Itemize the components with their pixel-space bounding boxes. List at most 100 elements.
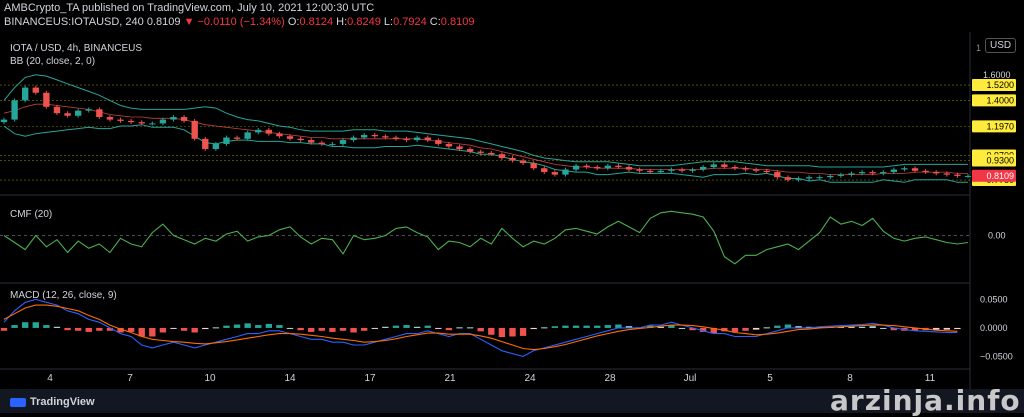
macd-histogram-bar xyxy=(0,327,8,331)
candle-body xyxy=(149,123,156,125)
candle-body xyxy=(32,87,39,93)
change-value: ▼ −0.0110 (−1.34%) xyxy=(183,16,285,28)
candle-body xyxy=(445,143,453,147)
brand-text: TradingView xyxy=(30,396,95,408)
candle-body xyxy=(805,177,813,179)
high-value: 0.8249 xyxy=(347,16,381,28)
candle-body xyxy=(699,166,707,170)
macd-histogram-bar xyxy=(572,325,580,328)
macd-histogram-bar xyxy=(382,326,389,328)
candle-body xyxy=(286,136,294,139)
macd-histogram-bar xyxy=(551,326,559,328)
bollinger-bands xyxy=(3,74,968,183)
level-tag-label: 1.5200 xyxy=(986,80,1014,90)
time-tick-label: 10 xyxy=(204,373,216,384)
macd-histogram-bar xyxy=(848,326,855,328)
candle-body xyxy=(308,140,315,143)
macd-histogram-bar xyxy=(530,327,537,330)
macd-histogram-bar xyxy=(689,327,696,331)
candle-body xyxy=(180,117,188,121)
macd-histogram-bar xyxy=(954,327,961,330)
macd-histogram-bar xyxy=(85,327,92,332)
candle-body xyxy=(339,140,347,144)
macd-tick-label: −0.0500 xyxy=(980,351,1013,361)
price-axis: 1.60001.52001.40001.19700.97000.93000.77… xyxy=(972,70,1016,361)
macd-histogram-bar xyxy=(742,327,749,331)
cmf-tick-label: 0.00 xyxy=(988,230,1006,240)
macd-histogram-bar xyxy=(286,327,294,329)
candle-body xyxy=(106,117,114,120)
candle-body xyxy=(911,168,919,171)
macd-histogram-bar xyxy=(594,325,601,328)
bb-lower-line xyxy=(3,124,968,183)
candle-body xyxy=(784,177,792,180)
currency-button[interactable]: USD xyxy=(985,38,1017,53)
macd-histogram-bar xyxy=(699,327,707,332)
macd-histogram-bar xyxy=(763,327,770,329)
candle-body xyxy=(594,166,601,169)
macd-histogram-bar xyxy=(488,327,495,335)
candle-body xyxy=(816,177,823,179)
bb-pane-label[interactable]: BB (20, close, 2, 0) xyxy=(10,56,96,67)
candle-body xyxy=(710,164,717,167)
candle-body xyxy=(880,172,887,174)
candle-body xyxy=(668,169,675,171)
time-tick-label: 7 xyxy=(127,373,133,384)
open-label: O: xyxy=(287,16,300,28)
macd-indicator xyxy=(0,298,961,357)
candle-body xyxy=(43,92,50,107)
macd-histogram-bar xyxy=(170,327,177,329)
cmf-pane-label[interactable]: CMF (20) xyxy=(10,209,53,220)
macd-histogram-bar xyxy=(403,325,410,328)
time-tick-label: 28 xyxy=(604,373,616,384)
candle-body xyxy=(509,158,516,161)
candle-body xyxy=(64,113,71,116)
macd-histogram-bar xyxy=(615,324,622,328)
tradingview-brand[interactable]: TradingView xyxy=(10,396,95,408)
candle-body xyxy=(413,137,421,141)
candle-body xyxy=(117,119,124,121)
macd-histogram-bar xyxy=(339,327,347,331)
macd-histogram-bar xyxy=(837,326,845,328)
macd-histogram-bar xyxy=(392,325,400,328)
candle-body xyxy=(11,100,18,120)
watermark: arzinja.info xyxy=(830,384,1021,417)
main-pane-label[interactable]: IOTA / USD, 4h, BINANCEUS xyxy=(10,43,143,54)
candle-body xyxy=(318,142,325,144)
bb-upper-line xyxy=(3,74,968,168)
candle-body xyxy=(297,138,304,141)
ticker-line: BINANCEUS:IOTAUSD, 240 0.8109 ▼ −0.0110 … xyxy=(4,16,474,28)
publisher-line: AMBCrypto_TA published on TradingView.co… xyxy=(4,2,375,14)
macd-histogram-bar xyxy=(466,327,474,329)
level-tag-label: 0.9300 xyxy=(986,156,1014,166)
cmf-series-line xyxy=(3,210,969,265)
cmf-line xyxy=(0,210,970,265)
candle-body xyxy=(572,165,580,170)
macd-histogram-bar xyxy=(498,327,506,338)
candle-body xyxy=(53,106,61,114)
level-tag-label: 1.1970 xyxy=(986,121,1014,131)
macd-histogram-bar xyxy=(477,327,484,332)
macd-histogram-bar xyxy=(858,326,866,328)
macd-pane-label[interactable]: MACD (12, 26, close, 9) xyxy=(10,290,117,301)
candle-body xyxy=(498,154,506,158)
macd-histogram-bar xyxy=(509,327,516,337)
candle-body xyxy=(657,170,664,173)
candle-body xyxy=(371,134,378,137)
candle-body xyxy=(848,173,855,175)
macd-histogram-bar xyxy=(678,327,686,329)
macd-histogram-bar xyxy=(890,327,898,331)
candle-body xyxy=(583,165,590,167)
macd-histogram-bar xyxy=(350,327,357,333)
macd-histogram-bar xyxy=(32,322,39,328)
candle-body xyxy=(954,174,961,176)
candle-body xyxy=(562,169,569,175)
macd-histogram-bar xyxy=(43,325,50,328)
macd-tick-label: 0.0000 xyxy=(980,323,1008,333)
macd-histogram-bar xyxy=(202,327,209,330)
candle-body xyxy=(477,151,484,153)
level-tag xyxy=(972,154,1016,167)
candle-body xyxy=(403,138,410,141)
macd-histogram-bar xyxy=(784,324,792,328)
time-tick-label: 8 xyxy=(847,373,853,384)
